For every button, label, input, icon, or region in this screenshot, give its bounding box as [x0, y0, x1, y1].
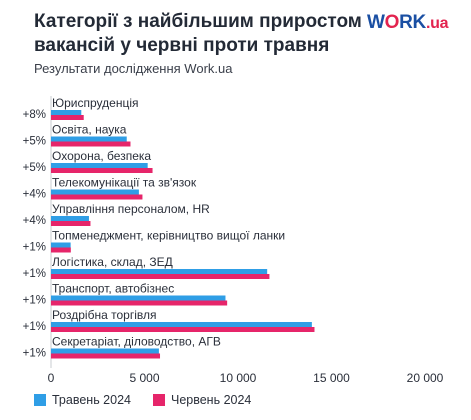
- growth-label: +8%: [23, 109, 46, 121]
- chart-subtitle: Результати дослідження Work.ua: [34, 61, 233, 76]
- bar-chart: Юриспруденція +8% Освіта, наука +5% Охорона,…: [23, 96, 444, 385]
- legend-item-may: Травень 2024: [34, 393, 131, 407]
- x-tick-label: 10 000: [220, 371, 257, 385]
- bar-june: [51, 141, 131, 147]
- bar-may: [51, 242, 71, 248]
- growth-label: +1%: [23, 242, 46, 254]
- x-tick-label: 0: [48, 371, 55, 385]
- workua-logo: WORK.ua: [367, 12, 449, 33]
- category-label: Юриспруденція: [52, 96, 138, 110]
- growth-label: +1%: [23, 348, 46, 360]
- bar-may: [51, 348, 159, 354]
- x-tick-label: 15 000: [313, 371, 350, 385]
- bar-june: [51, 353, 161, 359]
- chart-legend: Травень 2024 Червень 2024: [34, 393, 251, 407]
- category-label: Топменеджмент, керівництво вищої ланки: [52, 229, 285, 243]
- growth-label: +4%: [23, 189, 46, 201]
- bar-may: [51, 189, 139, 195]
- growth-label: +1%: [23, 321, 46, 333]
- bar-june: [51, 274, 270, 279]
- bar-may: [51, 136, 127, 142]
- category-label: Транспорт, автобізнес: [52, 282, 174, 296]
- chart-title: Категорії з найбільшим приростом вакансі…: [34, 11, 362, 56]
- growth-label: +5%: [23, 136, 46, 148]
- legend-swatch-june: [153, 394, 165, 406]
- growth-label: +4%: [23, 215, 46, 227]
- bar-may: [51, 269, 268, 274]
- growth-label: +1%: [23, 268, 46, 280]
- category-label: Секретаріат, діловодство, АГВ: [52, 335, 221, 349]
- bar-may: [51, 216, 89, 221]
- bar-may: [51, 110, 82, 115]
- bar-june: [51, 221, 91, 226]
- legend-swatch-may: [34, 394, 46, 406]
- bar-may: [51, 295, 226, 301]
- category-label: Логістика, склад, ЗЕД: [52, 255, 173, 269]
- legend-item-june: Червень 2024: [153, 393, 251, 407]
- x-tick-label: 5 000: [129, 371, 159, 385]
- bar-june: [51, 247, 71, 253]
- bar-may: [51, 163, 148, 168]
- legend-label-may: Травень 2024: [52, 393, 131, 407]
- bar-june: [51, 300, 228, 306]
- category-label: Роздрібна торгівля: [52, 308, 156, 322]
- category-label: Освіта, наука: [52, 123, 127, 137]
- bar-june: [51, 327, 315, 332]
- x-tick-label: 20 000: [407, 371, 444, 385]
- bar-june: [51, 168, 153, 173]
- category-label: Телекомунікації та зв'язок: [52, 176, 197, 190]
- bar-june: [51, 115, 84, 120]
- category-label: Охорона, безпека: [52, 149, 151, 163]
- bar-june: [51, 194, 143, 200]
- legend-label-june: Червень 2024: [171, 393, 252, 407]
- bar-may: [51, 322, 312, 327]
- growth-label: +1%: [23, 295, 46, 307]
- category-label: Управління персоналом, HR: [52, 202, 210, 216]
- growth-label: +5%: [23, 162, 46, 174]
